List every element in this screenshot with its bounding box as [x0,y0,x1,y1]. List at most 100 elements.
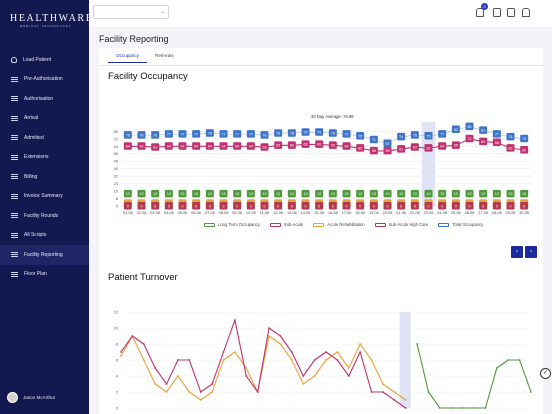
sub-acute-marker [205,142,214,150]
facility-select[interactable]: ⌄ [93,5,169,19]
sidebar-item-label: Invoice Summary [24,193,63,200]
sub-acute-marker [397,145,406,153]
sub-acute-data-label: 64 [140,145,144,149]
turnover-point [245,367,248,369]
sidebar-item-admitted[interactable]: Admitted [0,128,89,148]
sidebar-item-extensions[interactable]: Extensions [0,148,89,168]
legend-label: Sub-Acute High Care [388,222,429,227]
total-marker [424,132,433,140]
turnover-point [165,391,168,393]
main-content: Facility Reporting Occupancy Referrals F… [89,27,552,414]
sub-acute-high-marker [479,202,488,210]
sidebar-item-label: Admitted [24,134,44,141]
sub-acute-high-data-label: 0 [469,204,471,208]
sub-acute-marker [233,142,242,150]
turnover-point [393,391,396,393]
turnover-point [256,391,259,393]
sidebar-item-facility-reporting[interactable]: Facility Reporting [0,245,89,265]
y-tick-label: 72 [114,136,119,141]
sub-acute-marker [287,141,296,149]
total-data-label: 85 [468,125,472,129]
long-term-marker [451,189,460,198]
total-data-label: 79 [317,131,321,135]
sub-acute-marker [342,142,351,150]
legend-item[interactable]: Total Occupancy [438,222,483,227]
sidebar-item-label: Authorisation [24,95,54,102]
list-icon [11,212,18,219]
turnover-point [222,359,225,361]
sidebar-item-facility-rounds[interactable]: Facility Rounds [0,206,89,226]
next-page-button[interactable]: › [525,246,537,258]
building-icon[interactable] [522,8,530,17]
turnover-point [279,335,282,337]
turnover-title: Patient Turnover [108,272,178,283]
total-marker [342,130,351,138]
avatar[interactable] [7,392,18,403]
sidebar-item-authorisation[interactable]: Authorisation [0,89,89,109]
total-marker [410,131,419,139]
long-term-marker [492,189,501,198]
turnover-point [302,375,305,377]
legend-item[interactable]: Sub-Acute [269,222,303,227]
sub-acute-high-data-label: 0 [127,204,129,208]
chat-icon[interactable] [493,8,501,17]
prev-page-button[interactable]: ‹ [511,246,523,258]
sub-acute-data-label: 59 [386,149,390,153]
long-term-data-label: 13 [386,192,390,196]
list-icon [11,134,18,141]
x-tick-label: 04-06 [164,211,174,215]
bell-icon[interactable] [476,8,484,17]
sub-acute-marker [328,141,337,149]
x-tick-label: 09-06 [232,211,242,215]
legend-item[interactable]: Long Term Occupancy [204,222,260,227]
sub-acute-data-label: 64 [181,145,185,149]
total-data-label: 77 [345,132,349,136]
sidebar-item-billing[interactable]: Billing [0,167,89,187]
y-tick-label: 40 [114,166,119,171]
long-term-marker [520,189,529,198]
total-marker [328,129,337,137]
sub-acute-high-marker [123,202,132,210]
sub-acute-data-label: 69 [481,140,485,144]
sidebar-item-floor-plan[interactable]: Floor Plan [0,265,89,285]
x-tick-label: 20-06 [383,211,393,215]
turnover-point [131,335,134,337]
turnover-point [473,407,475,409]
sidebar-item-load-patient[interactable]: Load Patient [0,50,89,70]
check-circle-icon[interactable]: ✓ [540,368,551,379]
sub-acute-marker [123,142,132,150]
calendar-icon[interactable] [507,8,515,17]
total-data-label: 77 [194,132,198,136]
legend-item[interactable]: Sub-Acute High Care [374,222,429,227]
tab-referrals[interactable]: Referrals [154,53,174,58]
turnover-point [461,407,464,409]
sub-acute-high-data-label: 0 [523,204,525,208]
sidebar-item-invoice-summary[interactable]: Invoice Summary [0,187,89,207]
sub-acute-high-data-label: 0 [264,204,266,208]
sidebar-item-label: Extensions [24,154,49,161]
long-term-marker [424,189,433,198]
total-data-label: 76 [413,133,417,137]
x-tick-label: 06-06 [191,211,201,215]
sub-acute-high-marker [451,202,460,210]
sub-acute-high-data-label: 0 [400,204,402,208]
tab-occupancy[interactable]: Occupancy [108,51,147,63]
sub-acute-data-label: 63 [153,146,157,150]
total-data-label: 74 [399,135,403,139]
long-term-data-label: 13 [222,192,226,196]
x-tick-label: 18-06 [355,211,365,215]
sidebar-item-arrival[interactable]: Arrival [0,109,89,129]
sidebar-item-pre-authorisation[interactable]: Pre-Authorisation [0,70,89,90]
total-marker [369,135,378,144]
legend-item[interactable]: Acute Rehabilitation [313,222,365,227]
sub-acute-high-marker [328,202,337,210]
sidebar-item-all-scripts[interactable]: All Scripts [0,226,89,246]
total-data-label: 72 [522,137,526,141]
long-term-marker [479,189,488,198]
total-marker [520,134,529,143]
total-marker [178,130,187,138]
sub-acute-line [127,138,525,152]
total-data-label: 75 [358,134,362,138]
user-profile[interactable]: Jason McArthur [7,392,55,403]
x-tick-label: 01-06 [123,211,133,215]
